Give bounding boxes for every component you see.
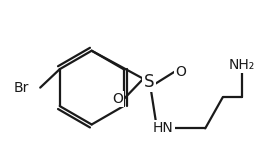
Text: HN: HN [153,121,174,135]
Text: NH₂: NH₂ [229,58,255,72]
Text: O: O [112,92,123,106]
Text: S: S [144,73,154,91]
Text: O: O [175,65,187,79]
Text: Br: Br [13,81,29,95]
